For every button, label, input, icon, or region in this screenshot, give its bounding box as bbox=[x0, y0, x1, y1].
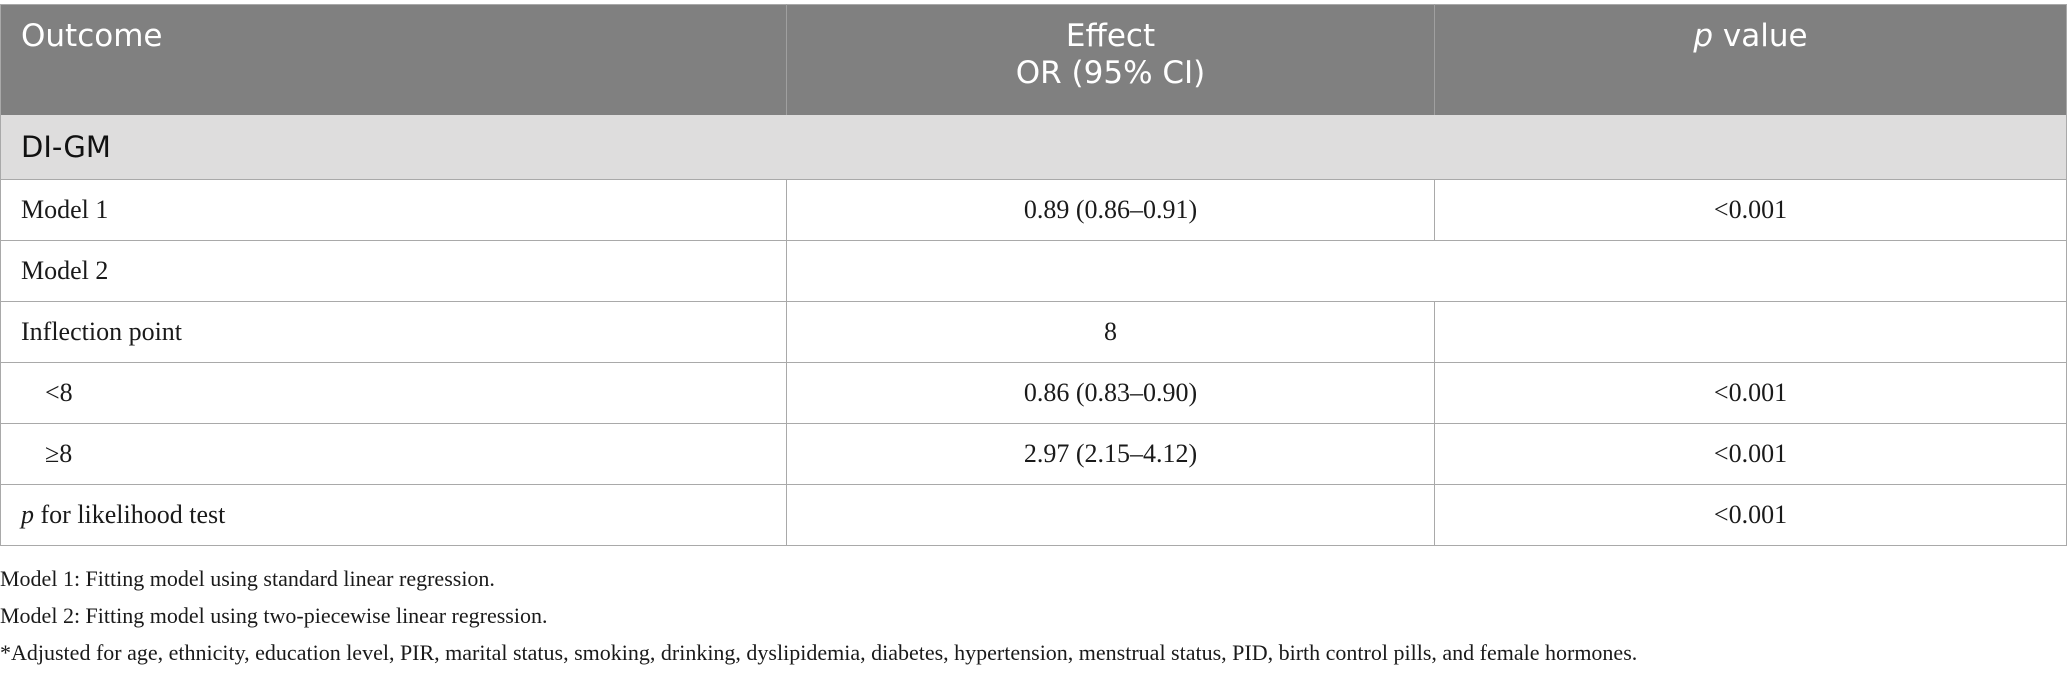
header-p-italic: p bbox=[1693, 18, 1714, 54]
row-label: Model 1 bbox=[0, 179, 787, 241]
row-label: Inflection point bbox=[0, 301, 787, 363]
header-outcome-label: Outcome bbox=[21, 18, 163, 54]
row-label: p for likelihood test bbox=[0, 484, 787, 546]
header-effect-sublabel: OR (95% CI) bbox=[1015, 55, 1206, 91]
row-p-value: <0.001 bbox=[1434, 179, 2067, 241]
row-label: ≥8 bbox=[0, 423, 787, 485]
row-label: <8 bbox=[0, 362, 787, 424]
footnote: Model 1: Fitting model using standard li… bbox=[0, 566, 495, 591]
table-row: <8 0.86 (0.83–0.90) <0.001 bbox=[0, 362, 2067, 424]
row-effect bbox=[786, 484, 1435, 546]
row-effect: 2.97 (2.15–4.12) bbox=[786, 423, 1435, 485]
header-outcome: Outcome bbox=[0, 4, 787, 115]
section-label: DI-GM bbox=[0, 115, 2067, 180]
row-effect: 0.89 (0.86–0.91) bbox=[786, 179, 1435, 241]
row-empty-span bbox=[786, 240, 2067, 302]
table-row: Inflection point 8 bbox=[0, 301, 2067, 363]
row-p-value: <0.001 bbox=[1434, 484, 2067, 546]
row-label-rest: for likelihood test bbox=[34, 500, 226, 529]
footnote: *Adjusted for age, ethnicity, education … bbox=[0, 640, 1638, 665]
results-table-container: Outcome Effect OR (95% CI) p value DI-GM… bbox=[0, 4, 2067, 546]
section-row: DI-GM bbox=[0, 115, 2067, 180]
table-header: Outcome Effect OR (95% CI) p value bbox=[0, 4, 2067, 115]
row-effect: 8 bbox=[786, 301, 1435, 363]
row-p-value bbox=[1434, 301, 2067, 363]
header-p-rest: value bbox=[1713, 18, 1808, 54]
footnote: Model 2: Fitting model using two-piecewi… bbox=[0, 603, 548, 628]
header-effect-label: Effect bbox=[1065, 18, 1156, 54]
table-row: Model 2 bbox=[0, 240, 2067, 302]
row-effect: 0.86 (0.83–0.90) bbox=[786, 362, 1435, 424]
table-row: ≥8 2.97 (2.15–4.12) <0.001 bbox=[0, 423, 2067, 485]
table-footnotes: Model 1: Fitting model using standard li… bbox=[0, 560, 1637, 671]
header-row: Outcome Effect OR (95% CI) p value bbox=[0, 4, 2067, 115]
row-p-value: <0.001 bbox=[1434, 423, 2067, 485]
row-label-italic: p bbox=[21, 500, 34, 529]
table-row: Model 1 0.89 (0.86–0.91) <0.001 bbox=[0, 179, 2067, 241]
row-p-value: <0.001 bbox=[1434, 362, 2067, 424]
table-body: DI-GM Model 1 0.89 (0.86–0.91) <0.001 Mo… bbox=[0, 115, 2067, 546]
header-effect: Effect OR (95% CI) bbox=[786, 4, 1435, 115]
row-label: Model 2 bbox=[0, 240, 787, 302]
table-row: p for likelihood test <0.001 bbox=[0, 484, 2067, 546]
results-table: Outcome Effect OR (95% CI) p value DI-GM… bbox=[0, 4, 2067, 546]
header-p-value: p value bbox=[1434, 4, 2067, 115]
